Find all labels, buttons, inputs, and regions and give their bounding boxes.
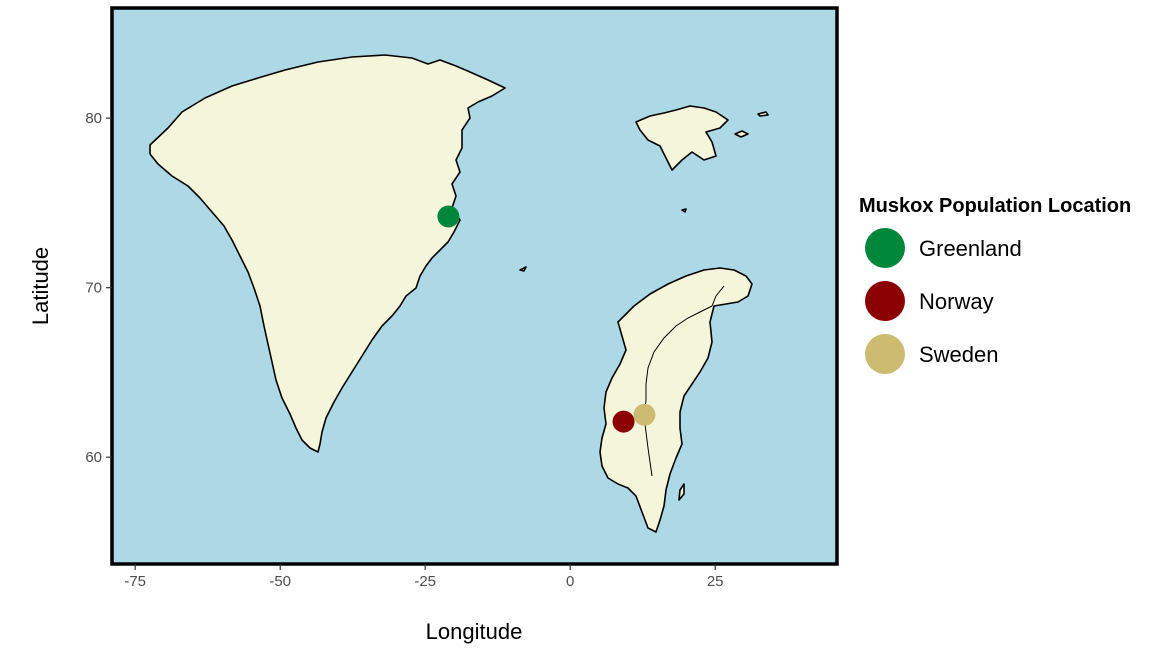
y-tick-label: 80 — [85, 110, 102, 127]
legend-key-sweden — [865, 334, 905, 374]
y-tick-label: 70 — [85, 280, 102, 297]
legend-key-norway — [865, 281, 905, 321]
map-panel-border — [110, 6, 839, 566]
y-axis: 60 70 80 — [85, 110, 112, 466]
legend-label-greenland: Greenland — [919, 236, 1022, 261]
legend: Muskox Population Location Greenland Norw… — [859, 195, 1131, 374]
y-axis-title: Latitude — [28, 247, 53, 325]
sweden-finland-border — [711, 285, 725, 307]
population-points — [437, 205, 656, 433]
point-greenland — [437, 205, 460, 228]
land-jan-mayen — [519, 266, 527, 272]
x-tick-label: 0 — [566, 573, 574, 590]
land-svalbard-east — [734, 130, 749, 138]
point-norway — [612, 410, 635, 433]
legend-key-greenland — [865, 228, 905, 268]
legend-title: Muskox Population Location — [859, 195, 1131, 217]
y-tick-label: 60 — [85, 449, 102, 466]
norway-sweden-border — [643, 305, 713, 477]
land-greenland — [149, 54, 506, 453]
land-gotland — [678, 483, 685, 501]
point-sweden — [633, 403, 656, 426]
land-bear-island — [681, 208, 687, 213]
x-tick-label: 25 — [707, 573, 724, 590]
x-tick-label: -25 — [414, 573, 436, 590]
x-axis-title: Longitude — [426, 619, 523, 644]
x-axis: -75 -50 -25 0 25 — [124, 564, 724, 590]
legend-label-sweden: Sweden — [919, 342, 999, 367]
land-svalbard-kvitoya — [757, 111, 769, 117]
land-svalbard-main — [635, 105, 729, 171]
x-tick-label: -50 — [269, 573, 291, 590]
map-land-layer — [149, 54, 769, 533]
legend-label-norway: Norway — [919, 289, 994, 314]
x-tick-label: -75 — [124, 573, 146, 590]
land-scandinavia — [599, 267, 753, 533]
